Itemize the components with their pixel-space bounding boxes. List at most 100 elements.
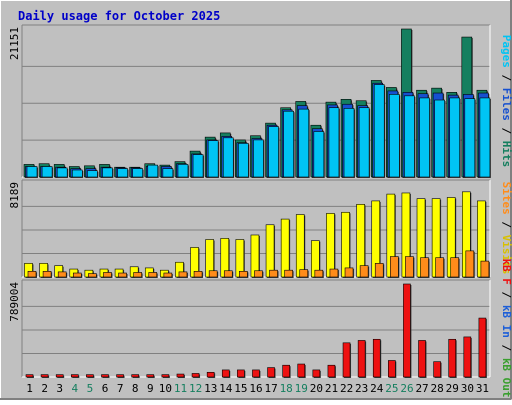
kb-f-bar	[161, 374, 170, 378]
kb-f-bar	[116, 374, 124, 378]
legend-entry: /	[500, 338, 512, 358]
kb-f-bar	[25, 374, 34, 378]
kbytes-panel: 789004 kB F / kB In / kB Out	[8, 258, 512, 397]
pages-bar	[479, 97, 491, 178]
day-label: 23	[355, 382, 368, 395]
pages-bar	[389, 94, 400, 178]
day-label: 15	[234, 382, 247, 395]
kb-f-bar	[357, 340, 366, 378]
sites-bar	[27, 271, 37, 278]
legend-entry: Files	[500, 88, 512, 121]
sites-bar	[148, 272, 158, 278]
kb-f-bar	[146, 374, 155, 378]
sites-bar	[193, 271, 203, 278]
visits-sites-panel: 8189 Sites / Visits	[8, 179, 512, 278]
pages-bar	[222, 137, 234, 178]
day-label: 4	[72, 382, 79, 395]
kb-f-bar	[372, 338, 381, 378]
pages-bar	[419, 97, 430, 178]
pages-bar	[434, 99, 445, 178]
sites-bar	[405, 256, 414, 278]
kb-f-bar	[463, 336, 472, 378]
sites-bar	[133, 272, 142, 278]
day-label: 24	[370, 382, 384, 395]
sites-bar	[465, 250, 475, 278]
day-axis-labels: 1 2 3 4 5 6 7 8 9 10 11 12 13 14 15 16 17 18 19 20 21 22 23 24 2…	[26, 382, 489, 395]
sites-bar	[254, 270, 263, 278]
sites-bar	[359, 265, 369, 278]
sites-bar	[178, 271, 188, 278]
kb-f-bar	[252, 369, 260, 378]
visits-bar	[341, 211, 350, 278]
day-label: 28	[431, 382, 444, 395]
day-label: 29	[446, 382, 459, 395]
day-label: 9	[147, 382, 154, 395]
kb-f-bar	[342, 342, 351, 378]
sites-bar	[163, 272, 173, 278]
pages-bar	[373, 84, 385, 178]
sites-bar	[239, 271, 248, 278]
kb-f-bar	[312, 369, 321, 378]
pages-bar	[449, 97, 461, 178]
day-label: 26	[400, 382, 413, 395]
kb-f-bar	[86, 374, 94, 378]
day-label: 5	[87, 382, 94, 395]
pages-bar	[117, 168, 128, 178]
pages-bar	[177, 164, 189, 178]
day-label: 13	[204, 382, 217, 395]
pages-bar	[268, 126, 279, 178]
kb-f-bar	[101, 374, 109, 378]
kb-f-bar	[282, 364, 290, 378]
day-label: 2	[41, 382, 48, 395]
day-label: 7	[117, 382, 124, 395]
legend-entry: Pages	[500, 35, 512, 68]
pages-bar	[87, 170, 98, 178]
day-label: 18	[280, 382, 293, 395]
pages-bar	[298, 108, 310, 178]
kb-f-bar	[403, 283, 411, 378]
sites-bar	[88, 273, 97, 278]
legend-entry: kB F	[500, 258, 512, 285]
sites-bar	[208, 270, 218, 278]
sites-bar	[480, 260, 490, 278]
kb-f-bar	[267, 367, 275, 378]
pages-bar	[328, 107, 340, 178]
series-legend: Sites / Visits	[500, 182, 512, 275]
legend-entry: /	[500, 285, 512, 305]
pages-bar	[26, 166, 38, 178]
kb-f-bar	[55, 374, 64, 378]
pages-bar	[192, 154, 204, 178]
legend-entry: Hits	[500, 141, 512, 168]
kb-f-bar	[418, 340, 426, 378]
sites-bar	[42, 271, 52, 278]
sites-bar	[329, 268, 339, 278]
pages-bar	[71, 169, 83, 178]
legend-entry: Visits	[500, 235, 512, 275]
pages-bar	[147, 164, 159, 178]
legend-entry: /	[500, 68, 512, 88]
sites-bar	[374, 263, 384, 278]
kb-f-bar	[131, 374, 139, 378]
day-label: 21	[325, 382, 338, 395]
kb-f-bar	[70, 374, 79, 378]
day-label: 11	[174, 382, 187, 395]
sites-bar	[344, 267, 354, 278]
sites-bar	[269, 269, 278, 278]
legend-entry: /	[500, 215, 512, 235]
day-label: 16	[249, 382, 262, 395]
kb-f-bar	[433, 361, 441, 378]
sites-bar	[118, 272, 127, 278]
pages-bar	[358, 107, 370, 178]
kb-f-bar	[388, 360, 396, 378]
day-label: 30	[461, 382, 474, 395]
sites-bar	[390, 256, 399, 278]
day-label: 1	[26, 382, 33, 395]
chart-title: Daily usage for October 2025	[18, 9, 220, 23]
day-label: 22	[340, 382, 353, 395]
visits-bar	[295, 214, 305, 278]
series-legend: kB F / kB In / kB Out	[500, 258, 512, 397]
sites-bar	[314, 269, 324, 278]
sites-bar	[223, 270, 233, 278]
kb-f-bar	[40, 374, 49, 378]
